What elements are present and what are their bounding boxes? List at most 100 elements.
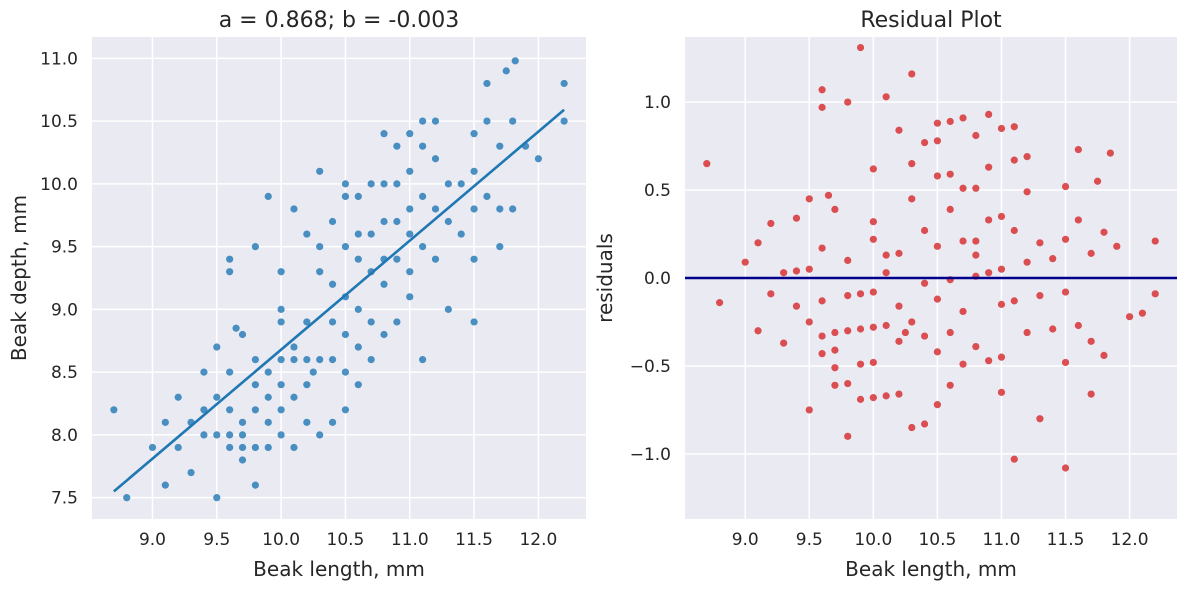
data-point [920, 226, 929, 235]
data-point [1074, 321, 1082, 330]
data-point [844, 327, 852, 335]
data-point [972, 251, 980, 259]
data-point [341, 192, 350, 201]
data-point [406, 205, 414, 213]
data-point [251, 243, 259, 251]
data-point [985, 163, 993, 171]
data-point [277, 318, 285, 326]
data-point [393, 217, 401, 226]
x-axis-label: Beak length, mm [845, 557, 1017, 581]
data-point [908, 70, 916, 78]
y-tick-label: 0.0 [644, 269, 671, 289]
data-point [380, 330, 388, 339]
y-tick-label: 7.5 [51, 489, 78, 509]
regression-line [113, 108, 565, 493]
data-point [824, 191, 833, 199]
data-point [985, 357, 993, 365]
data-point [483, 117, 491, 125]
data-point [290, 355, 298, 364]
data-point [457, 180, 465, 188]
x-tick-label: 11.0 [983, 530, 1021, 550]
fit-overlay [113, 108, 565, 493]
data-point [419, 243, 427, 251]
data-points [110, 57, 568, 502]
data-point [831, 381, 839, 389]
data-point [767, 290, 775, 298]
data-point [1113, 242, 1121, 250]
data-point [792, 267, 801, 275]
data-point [328, 355, 337, 364]
data-point [406, 230, 414, 238]
x-tick-labels: 9.0 9.5 10.0 10.5 11.0 11.5 12.0 [139, 530, 557, 550]
data-point [470, 318, 478, 326]
data-point [174, 393, 182, 401]
data-point [856, 325, 865, 333]
data-point [290, 343, 298, 351]
data-point [277, 381, 285, 389]
y-tick-label: 10.0 [40, 175, 78, 195]
data-point [380, 217, 388, 226]
data-point [946, 328, 954, 337]
data-point [419, 142, 427, 150]
data-point [277, 268, 285, 276]
data-point [380, 130, 388, 138]
data-point [290, 205, 298, 213]
x-tick-label: 11.0 [391, 530, 429, 550]
data-point [869, 218, 877, 226]
data-point [959, 114, 967, 122]
data-point [1061, 358, 1070, 367]
data-point [226, 255, 234, 263]
data-point [908, 160, 916, 168]
data-point [290, 393, 298, 401]
data-point [393, 255, 401, 263]
data-point [238, 330, 247, 339]
data-point [431, 255, 440, 263]
data-point [238, 431, 247, 439]
data-point [354, 305, 362, 313]
data-point [831, 328, 839, 337]
data-point [792, 214, 801, 222]
data-point [341, 368, 350, 376]
data-point [933, 119, 942, 127]
data-point [818, 103, 826, 111]
data-point [767, 219, 775, 228]
y-tick-label: 8.0 [51, 426, 78, 446]
data-point [277, 355, 285, 364]
data-point [844, 291, 852, 300]
data-point [831, 364, 839, 372]
data-point [200, 431, 208, 439]
data-point [251, 355, 259, 364]
data-points [703, 43, 1159, 472]
data-point [406, 293, 414, 301]
data-point [290, 443, 298, 452]
grid [92, 37, 586, 519]
data-point [792, 302, 801, 310]
data-point [946, 117, 954, 126]
data-point [309, 368, 317, 376]
data-point [226, 368, 234, 376]
data-point [1010, 123, 1018, 131]
data-point [393, 142, 401, 150]
data-point [444, 180, 452, 188]
data-point [754, 327, 762, 335]
data-point [560, 79, 568, 88]
data-point [1151, 290, 1159, 298]
data-point [908, 318, 916, 326]
data-point [431, 117, 440, 125]
data-point [959, 237, 967, 245]
data-point [920, 420, 929, 428]
data-point [959, 360, 967, 368]
data-point [985, 269, 993, 277]
data-point [251, 381, 259, 389]
data-point [869, 288, 877, 296]
data-point [933, 348, 942, 356]
data-point [901, 328, 909, 337]
data-point [470, 167, 478, 175]
data-point [1125, 313, 1134, 321]
data-point [509, 205, 517, 213]
data-point [856, 43, 865, 52]
data-point [997, 212, 1006, 221]
data-point [805, 265, 813, 273]
data-point [805, 406, 813, 414]
